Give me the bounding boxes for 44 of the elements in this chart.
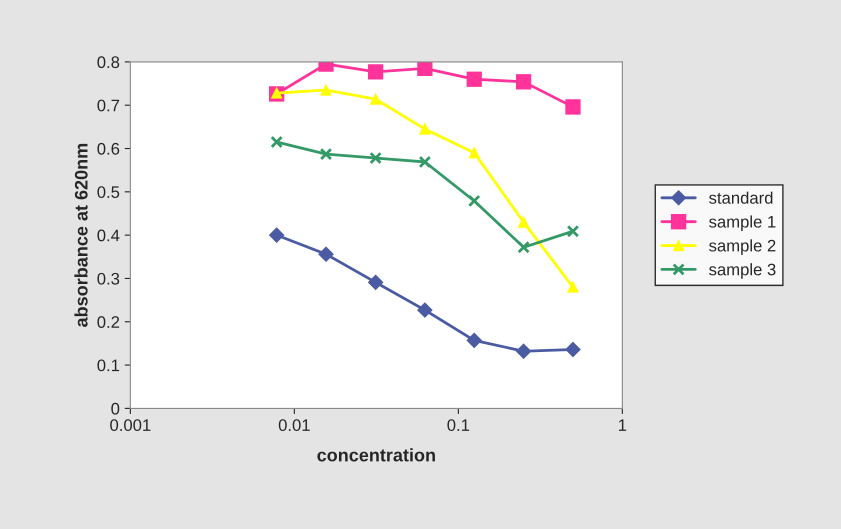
- point: [320, 84, 332, 96]
- point: [565, 342, 581, 358]
- point: [466, 72, 482, 87]
- point: [269, 228, 284, 243]
- point: [518, 216, 530, 228]
- point: [417, 62, 433, 76]
- x-axis-title: concentration: [317, 448, 435, 462]
- point: [368, 64, 384, 80]
- point: [517, 241, 530, 254]
- y-tick-label: 0.2: [97, 316, 120, 328]
- point: [468, 194, 480, 208]
- x-tick-label: 1: [618, 419, 626, 431]
- y-tick-label: 0: [111, 402, 120, 415]
- point: [419, 123, 430, 135]
- point: [468, 147, 480, 158]
- point: [516, 344, 532, 359]
- point: [370, 94, 382, 105]
- y-tick-label: 0.8: [97, 56, 120, 68]
- y-tick-label: 0.3: [97, 272, 120, 285]
- legend-label: standard: [709, 192, 772, 204]
- point: [565, 99, 581, 115]
- y-tick-label: 0.6: [97, 142, 120, 155]
- legend-label: sample 2: [709, 239, 776, 255]
- point: [516, 74, 532, 90]
- point: [466, 332, 482, 348]
- point: [567, 282, 579, 293]
- y-tick-label: 0.1: [97, 359, 120, 372]
- point: [368, 274, 384, 290]
- x-tick-label: 0.1: [447, 419, 470, 432]
- point: [320, 148, 332, 160]
- point: [318, 246, 334, 262]
- y-axis-title: absorbance at 620nm: [74, 144, 88, 327]
- point: [417, 302, 432, 318]
- point: [270, 136, 283, 148]
- point: [418, 156, 432, 168]
- x-tick-label: 0.001: [110, 419, 150, 432]
- legend-label: sample 3: [709, 263, 776, 279]
- point: [566, 224, 580, 238]
- y-tick-label: 0.7: [97, 100, 120, 112]
- y-tick-label: 0.5: [97, 186, 120, 198]
- point: [369, 152, 382, 164]
- y-tick-label: 0.4: [97, 230, 120, 242]
- x-tick-label: 0.01: [278, 419, 310, 432]
- legend-label: sample 1: [709, 215, 776, 231]
